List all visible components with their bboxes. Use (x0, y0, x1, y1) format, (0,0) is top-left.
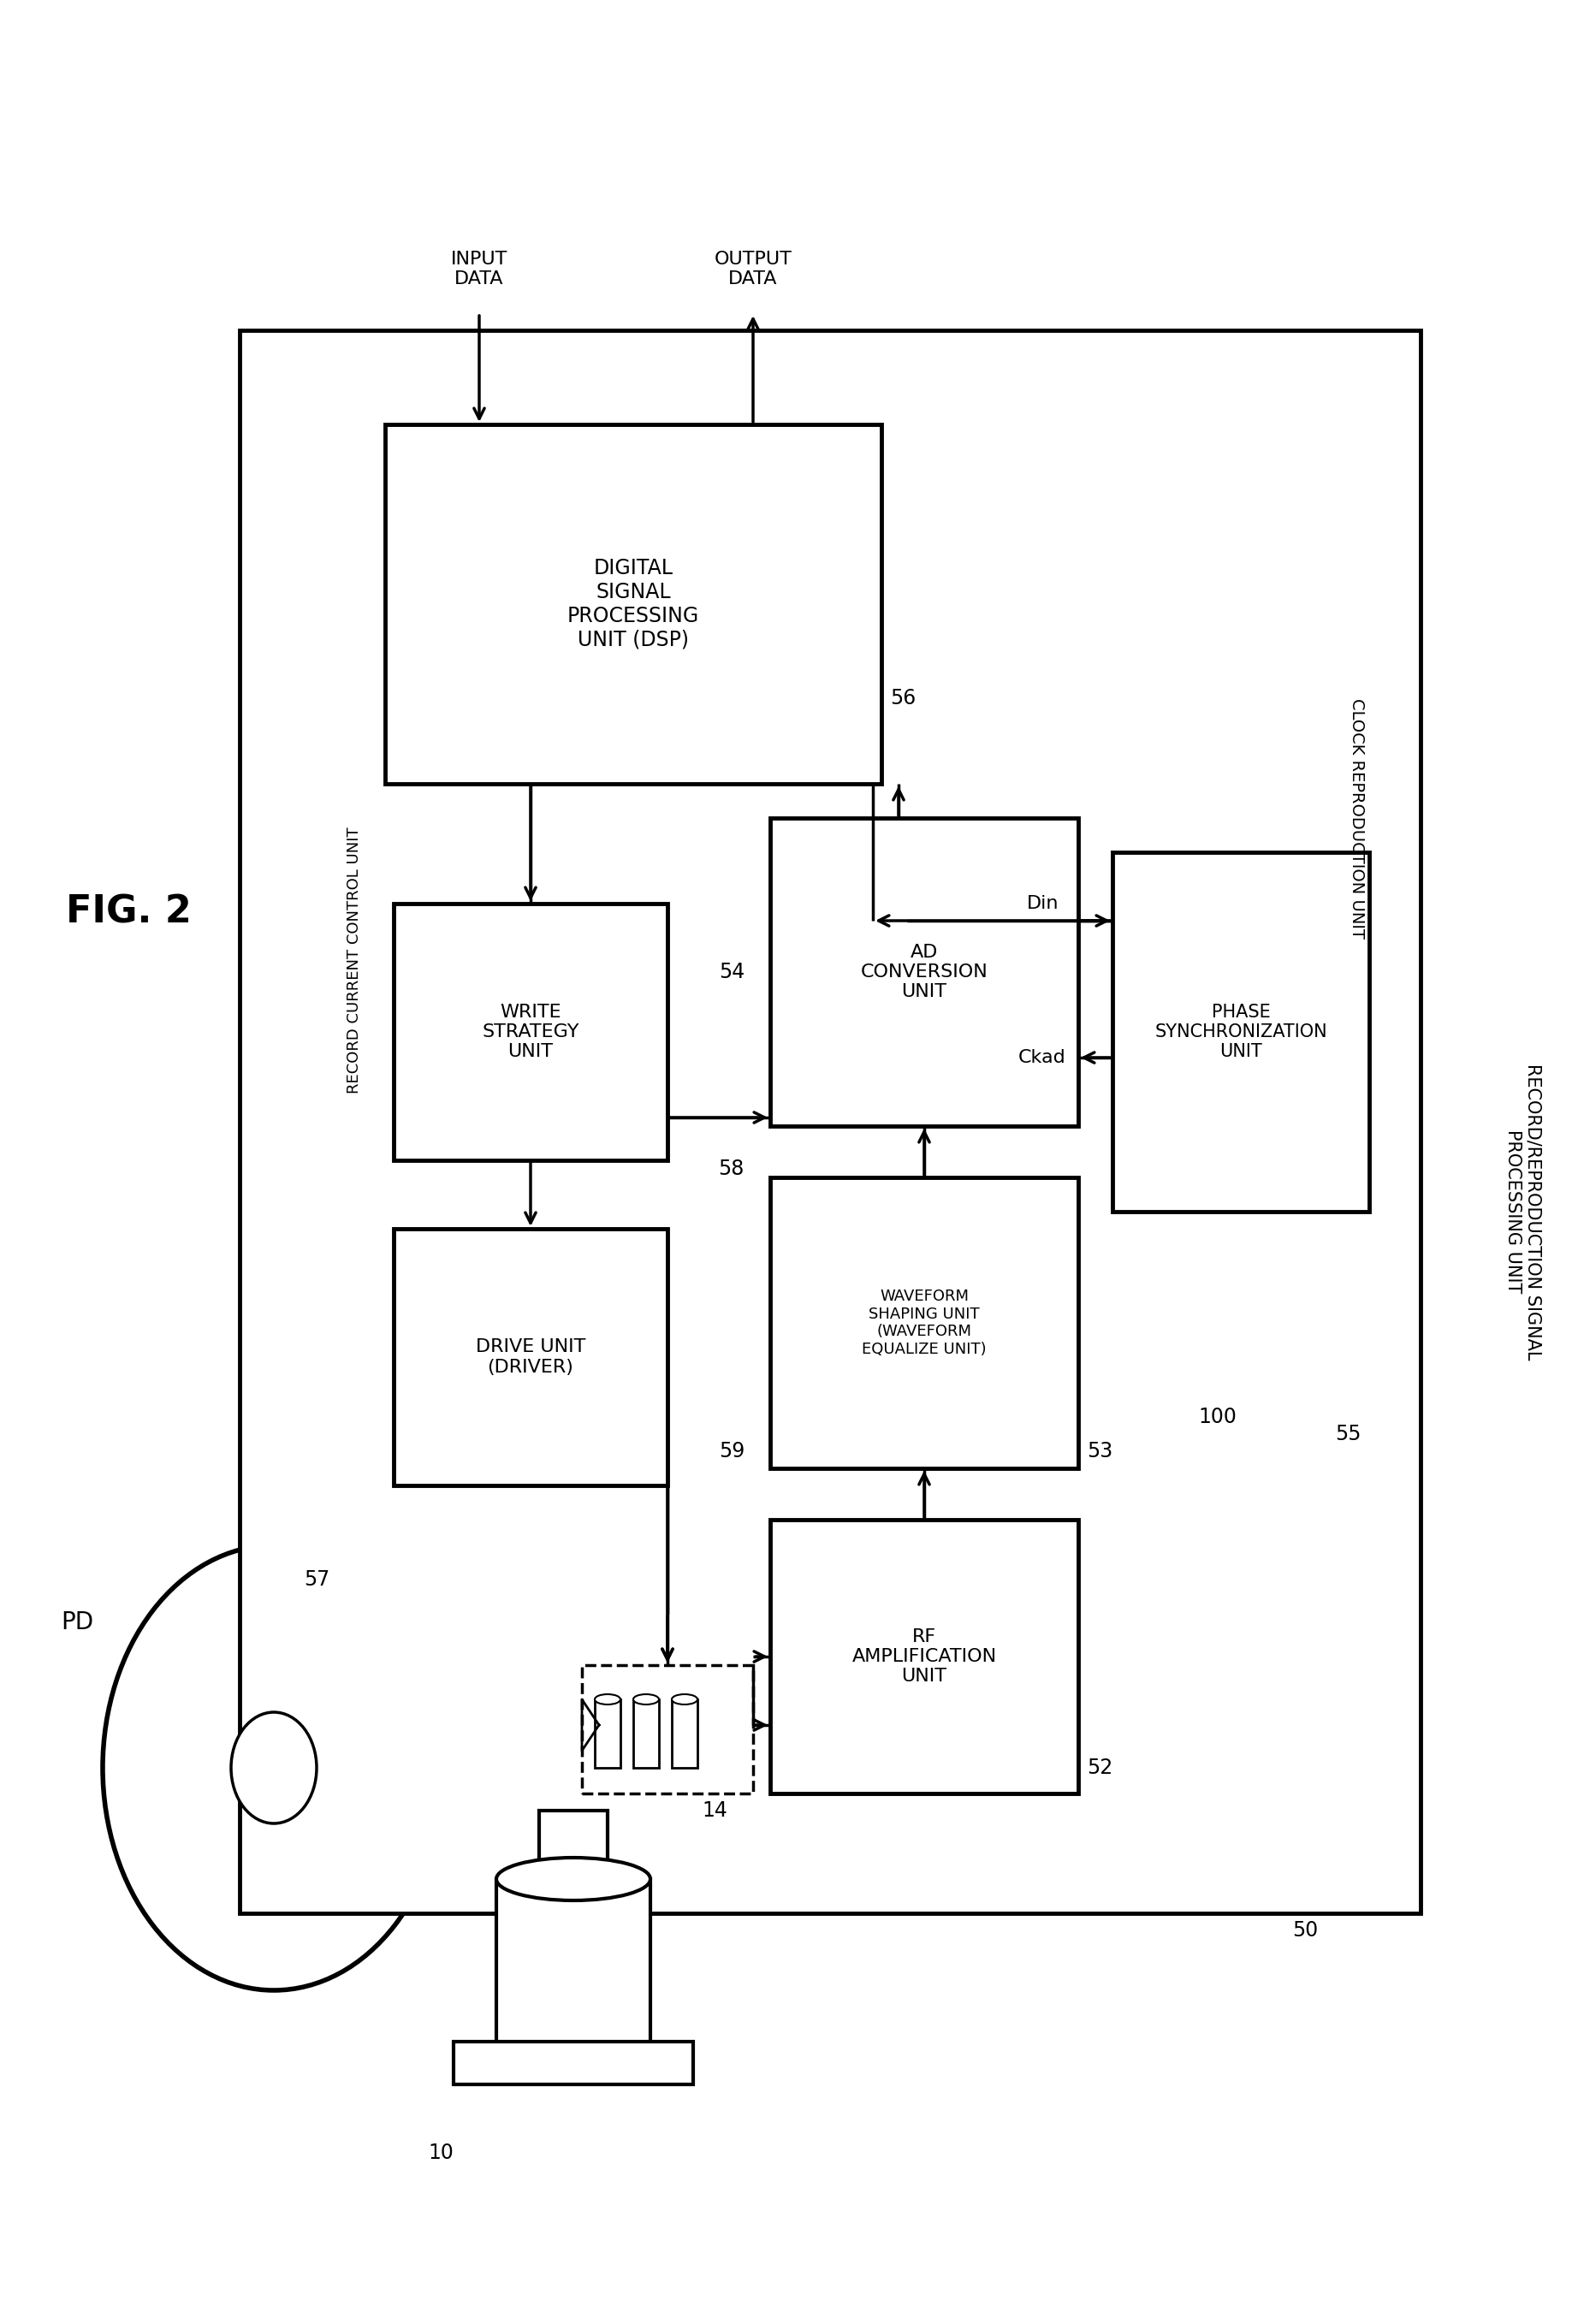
Text: Din: Din (1027, 895, 1059, 911)
Bar (770, 818, 1078, 1127)
Ellipse shape (633, 1694, 660, 1703)
Bar (317, 809, 727, 1597)
Bar (497, 1880, 650, 2050)
Text: CLOCK REPRODUCTION UNIT: CLOCK REPRODUCTION UNIT (1349, 697, 1365, 939)
Bar (240, 330, 1420, 1913)
Ellipse shape (230, 1713, 317, 1824)
Text: 57: 57 (305, 1569, 330, 1590)
Bar (582, 1664, 753, 1794)
Text: 56: 56 (890, 688, 915, 709)
Bar (393, 904, 667, 1160)
Bar (393, 1229, 667, 1485)
Bar (633, 1699, 660, 1769)
Ellipse shape (103, 1545, 445, 1989)
Bar (1045, 681, 1387, 1450)
Text: RECORD/REPRODUCTION SIGNAL
PROCESSING UNIT: RECORD/REPRODUCTION SIGNAL PROCESSING UN… (1505, 1064, 1542, 1360)
Text: 53: 53 (1087, 1441, 1112, 1462)
Text: WAVEFORM
SHAPING UNIT
(WAVEFORM
EQUALIZE UNIT): WAVEFORM SHAPING UNIT (WAVEFORM EQUALIZE… (862, 1287, 986, 1357)
Text: RF
AMPLIFICATION
UNIT: RF AMPLIFICATION UNIT (852, 1629, 997, 1685)
Bar (770, 1178, 1078, 1469)
Text: 59: 59 (718, 1441, 745, 1462)
Bar (770, 1520, 1078, 1794)
Bar (595, 1699, 620, 1769)
Ellipse shape (672, 1694, 697, 1703)
Text: DRIVE UNIT
(DRIVER): DRIVE UNIT (DRIVER) (475, 1339, 585, 1376)
Text: INPUT
DATA: INPUT DATA (451, 251, 508, 288)
Bar (385, 425, 882, 783)
Text: 55: 55 (1335, 1425, 1362, 1446)
Text: FIG. 2: FIG. 2 (66, 895, 191, 930)
Text: WRITE
STRATEGY
UNIT: WRITE STRATEGY UNIT (481, 1004, 579, 1060)
Ellipse shape (497, 1857, 650, 1901)
Ellipse shape (595, 1694, 620, 1703)
Text: 58: 58 (718, 1160, 745, 1178)
Bar (672, 1699, 697, 1769)
Text: 10: 10 (428, 2143, 453, 2164)
Text: DIGITAL
SIGNAL
PROCESSING
UNIT (DSP): DIGITAL SIGNAL PROCESSING UNIT (DSP) (567, 558, 699, 651)
Bar (1112, 853, 1370, 1211)
Text: PD: PD (60, 1611, 93, 1634)
Text: PHASE
SYNCHRONIZATION
UNIT: PHASE SYNCHRONIZATION UNIT (1155, 1004, 1327, 1060)
Text: RECORD CURRENT CONTROL UNIT: RECORD CURRENT CONTROL UNIT (347, 827, 361, 1092)
Text: OUTPUT
DATA: OUTPUT DATA (715, 251, 792, 288)
Bar (540, 1810, 608, 1880)
Text: 54: 54 (718, 962, 745, 983)
Text: 52: 52 (1087, 1757, 1112, 1778)
Text: Ckad: Ckad (1018, 1048, 1067, 1067)
Text: 14: 14 (702, 1801, 727, 1822)
Text: AD
CONVERSION
UNIT: AD CONVERSION UNIT (860, 944, 988, 999)
Bar (453, 2040, 693, 2085)
Text: 50: 50 (1292, 1920, 1318, 1941)
Text: 100: 100 (1198, 1406, 1237, 1427)
